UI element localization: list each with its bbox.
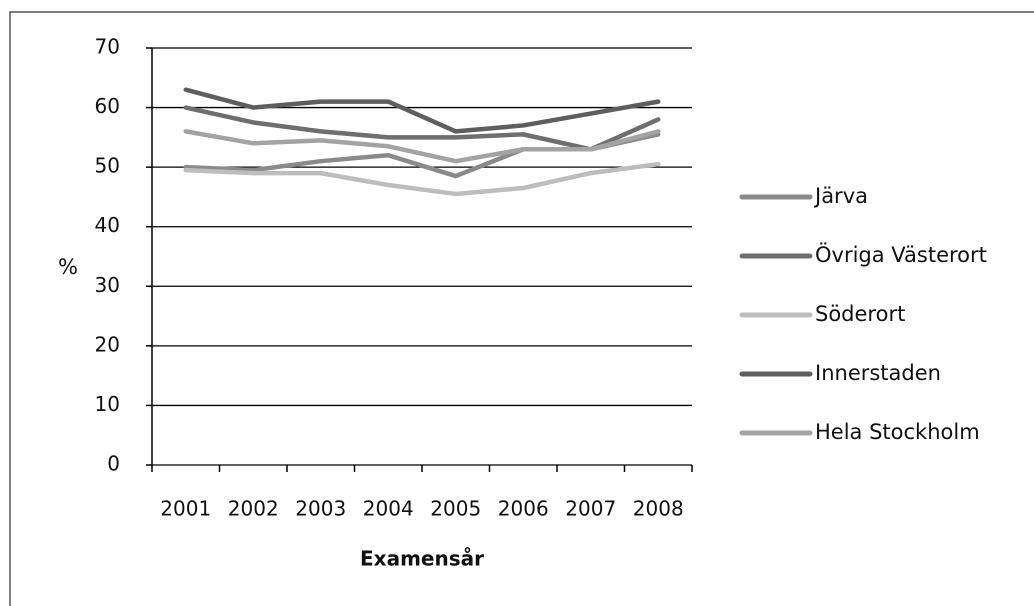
y-tick-label: 10 — [95, 392, 120, 416]
y-tick-label: 30 — [95, 273, 120, 297]
x-tick-label: 2007 — [565, 497, 616, 521]
x-axis-label: Examensår — [360, 547, 484, 571]
series-line — [183, 87, 661, 134]
legend-label: Innerstaden — [815, 361, 941, 385]
series-line — [183, 129, 661, 164]
y-tick-label: 40 — [95, 213, 120, 237]
x-tick-label: 2003 — [295, 497, 346, 521]
chart-frame — [9, 11, 1034, 606]
x-tick-label: 2004 — [363, 497, 414, 521]
y-tick-label: 50 — [95, 154, 120, 178]
x-tick-label: 2002 — [228, 497, 279, 521]
y-axis-label: % — [58, 255, 78, 279]
legend-label: Söderort — [815, 302, 905, 326]
legend-label: Hela Stockholm — [815, 420, 980, 444]
legend-label: Övriga Västerort — [815, 242, 987, 267]
series-line — [183, 105, 661, 152]
y-tick-label: 60 — [95, 94, 120, 118]
y-tick-label: 20 — [95, 332, 120, 356]
series-line — [183, 161, 661, 197]
x-tick-label: 2006 — [498, 497, 549, 521]
y-tick-label: 70 — [95, 35, 120, 59]
y-tick-label: 0 — [107, 452, 120, 476]
legend-label: Järva — [813, 184, 868, 208]
x-tick-label: 2008 — [633, 497, 684, 521]
x-tick-label: 2005 — [430, 497, 481, 521]
x-tick-label: 2001 — [160, 497, 211, 521]
